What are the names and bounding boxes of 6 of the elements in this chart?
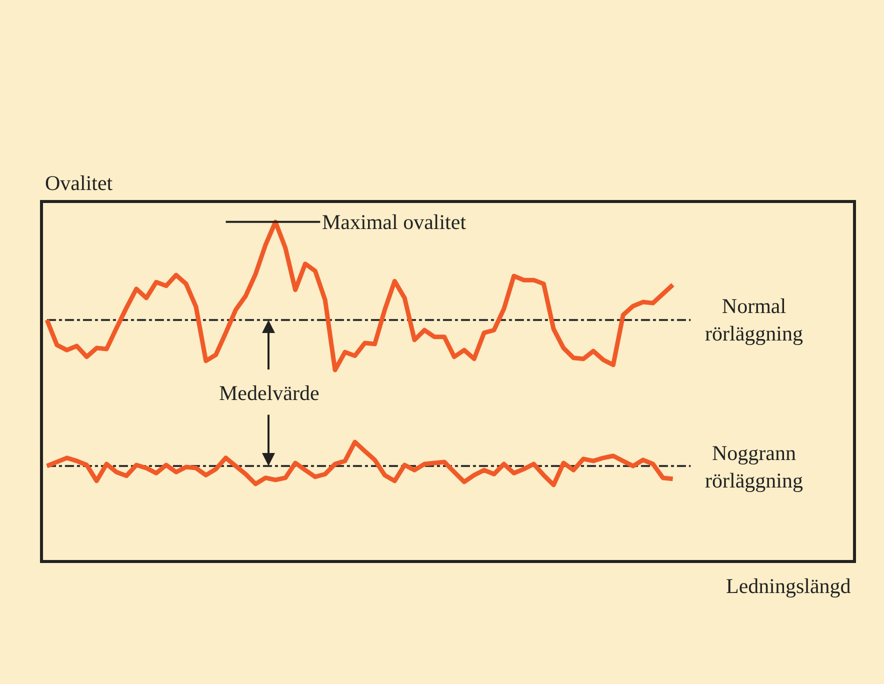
x-axis-title: Ledningslängd xyxy=(726,574,852,598)
series-label: Normal rörläggning xyxy=(705,294,804,346)
annotation: Maximal ovalitet xyxy=(322,210,466,234)
series-label: Noggrann rörläggning xyxy=(705,441,804,492)
annotation: Medelvärde xyxy=(219,381,320,405)
y-axis-title: Ovalitet xyxy=(45,171,113,195)
